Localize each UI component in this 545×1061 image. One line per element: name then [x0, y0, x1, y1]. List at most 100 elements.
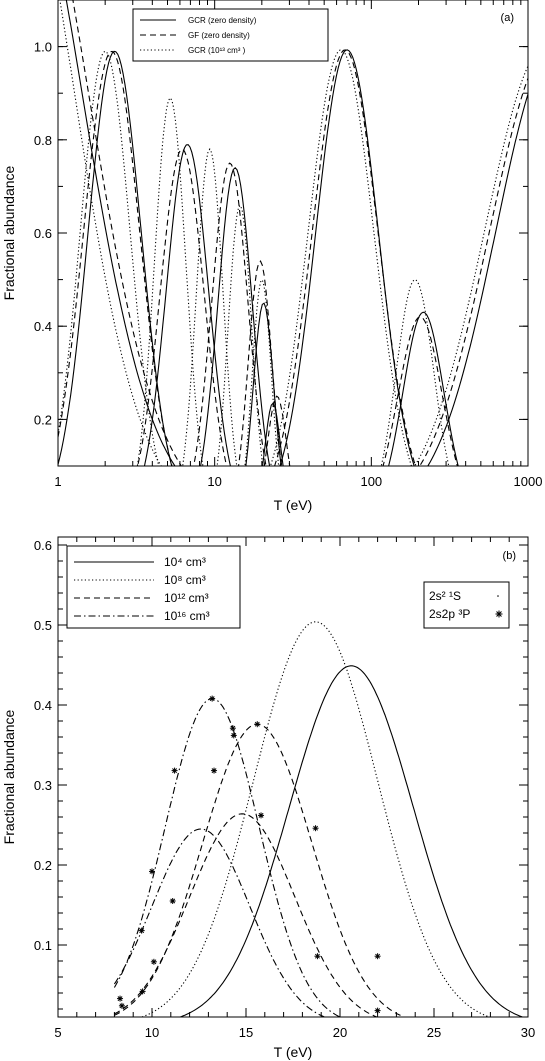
- marker-2s2p-3P: [258, 812, 265, 819]
- marker-2s2p-3P: [150, 958, 157, 965]
- panel-label-a: (a): [501, 12, 514, 24]
- marker-2s2p-3P: [211, 767, 218, 774]
- marker-legend-label: 2s² ¹S: [429, 589, 461, 603]
- marker-2s2p-3P: [230, 732, 237, 739]
- x-tick-label: 10: [145, 1025, 159, 1040]
- y-tick-label: 0.6: [34, 226, 52, 241]
- abundance-curve-solid: [143, 144, 231, 466]
- abundance-curve-dashed: [237, 260, 283, 466]
- y-tick-label: 0.1: [34, 938, 52, 953]
- legend-label: 10⁸ cm³: [164, 573, 206, 587]
- marker-2s2p-3P: [149, 868, 155, 875]
- legend-label: GCR (zero density): [188, 16, 257, 25]
- y-axis-label-a: Fractional abundance: [1, 165, 17, 300]
- marker-2s2p-3P: [314, 953, 321, 960]
- y-tick-label: 1.0: [34, 40, 52, 55]
- legend-b: 10⁴ cm³ 10⁸ cm³ 10¹² cm³ 10¹⁶ cm³: [66, 545, 241, 629]
- abundance-curve-dashed: [72, 0, 183, 466]
- x-axis-label-a: T (eV): [274, 497, 313, 513]
- abundance-curve-1e16: [113, 828, 327, 1017]
- abundance-curve-solid: [58, 50, 173, 466]
- abundance-curve-dotted: [244, 278, 280, 466]
- curves-a: [58, 0, 528, 466]
- legend-a: GCR (zero density) GF (zero density) GCR (…: [132, 8, 329, 62]
- abundance-curve-solid: [388, 311, 459, 466]
- y-tick-label: 0.4: [34, 698, 52, 713]
- marker-legend-label: 2s2p ³P: [429, 607, 470, 621]
- y-tick-label: 0.2: [34, 858, 52, 873]
- y-tick-label: 0.2: [34, 412, 52, 427]
- chart-panel-b: 5 10 15 20 25 30 0.1 0.2 0.3 0.4 0.5 0.6 T (eV) Fr…: [1, 536, 535, 1060]
- marker-2s2p-3P: [138, 927, 145, 934]
- y-tick-label: 0.6: [34, 538, 52, 553]
- abundance-curve-solid: [65, 0, 176, 466]
- marker-2s2p-3P: [312, 825, 319, 832]
- marker-2s2p-3P: [139, 988, 146, 995]
- x-tick-label: 30: [521, 1025, 535, 1040]
- plot-frame-a: [57, 0, 529, 467]
- x-tick-label: 5: [54, 1025, 61, 1040]
- marker-2s2p-3P: [229, 725, 236, 732]
- y-tick-label: 0.5: [34, 618, 52, 633]
- abundance-curve-dashed: [273, 49, 417, 466]
- x-tick-label: 100: [360, 474, 382, 489]
- abundance-curve-1e12: [114, 813, 379, 1017]
- marker-2s2p-3P: [374, 953, 381, 960]
- y-axis-label-b: Fractional abundance: [1, 709, 17, 844]
- marker-legend-dot: [497, 595, 499, 597]
- marker-legend-asterisk: [495, 610, 503, 618]
- plot-frame-b: [57, 536, 529, 1018]
- legend-box-a: [132, 8, 329, 62]
- abundance-curve-dotted: [182, 147, 238, 466]
- marker-2s2p-3P: [171, 767, 178, 774]
- abundance-curve-dashed: [137, 148, 228, 466]
- x-tick-label: 20: [333, 1025, 347, 1040]
- y-tick-labels-a: 0.2 0.4 0.6 0.8 1.0: [34, 40, 52, 428]
- marker-legend-b: 2s² ¹S 2s2p ³P: [423, 581, 510, 629]
- tick-marks-b: [57, 537, 529, 1017]
- legend-label: 10¹² cm³: [164, 591, 209, 605]
- abundance-curve-dotted: [58, 50, 160, 466]
- marker-legend-box-b: [423, 581, 510, 629]
- x-tick-labels-a: 1 10 100 1000: [54, 474, 542, 489]
- legend-label: 10⁴ cm³: [164, 555, 206, 569]
- x-tick-label: 10: [207, 474, 221, 489]
- legend-label: GF (zero density): [188, 31, 250, 40]
- abundance-curve-dotted: [414, 65, 528, 466]
- abundance-curve-dotted: [216, 204, 264, 466]
- curves-b: [113, 621, 525, 1017]
- marker-2s2p-3P: [118, 1002, 125, 1009]
- legend-label: GCR (10¹³ cm³ ): [188, 46, 246, 55]
- markers-b: [117, 695, 381, 1014]
- legend-label: 10¹⁶ cm³: [164, 609, 210, 623]
- marker-2s2p-3P: [374, 1007, 381, 1014]
- chart-panel-a: 1 10 100 1000 0.2 0.4 0.6 0.8 1.0 T (eV) Fracti…: [1, 0, 542, 513]
- abundance-curve-dotted: [59, 0, 162, 466]
- x-axis-label-b: T (eV): [274, 1044, 313, 1060]
- abundance-curve-1e8: [140, 621, 491, 1017]
- x-tick-label: 1: [54, 474, 61, 489]
- abundance-curve-dotted: [136, 96, 204, 466]
- y-tick-label: 0.4: [34, 319, 52, 334]
- panel-label-b: (b): [503, 550, 516, 562]
- y-tick-label: 0.3: [34, 778, 52, 793]
- abundance-curve-dashed: [382, 316, 458, 466]
- marker-2s2p-3P: [209, 695, 216, 702]
- abundance-curve-1e12: [114, 723, 406, 1017]
- x-tick-label: 15: [239, 1025, 253, 1040]
- abundance-curve-dashed: [263, 395, 291, 466]
- abundance-curve-solid: [427, 93, 528, 466]
- legend-box-b: [66, 545, 241, 629]
- abundance-curve-dotted: [380, 279, 450, 466]
- abundance-curve-dotted: [269, 49, 413, 466]
- tick-marks-a: [57, 0, 529, 467]
- abundance-curve-dashed: [58, 50, 173, 466]
- abundance-curve-solid: [279, 49, 415, 466]
- marker-2s2p-3P: [169, 898, 176, 904]
- x-tick-labels-b: 5 10 15 20 25 30: [54, 1025, 535, 1040]
- y-tick-label: 0.8: [34, 133, 52, 148]
- abundance-curve-1e16: [113, 698, 342, 1017]
- abundance-curve-dashed: [419, 78, 528, 466]
- abundance-curve-1e4: [178, 665, 525, 1017]
